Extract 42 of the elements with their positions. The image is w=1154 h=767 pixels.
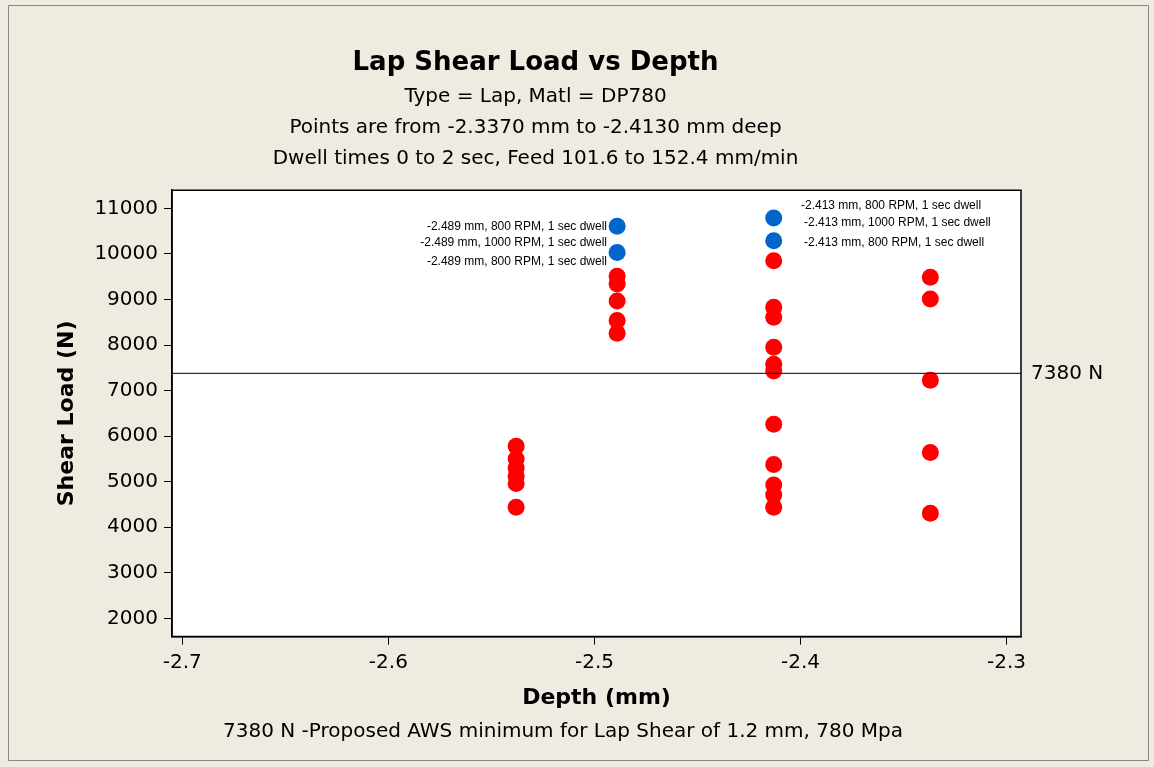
ref-line-label: 7380 N bbox=[1031, 359, 1104, 384]
point bbox=[765, 338, 783, 356]
point bbox=[765, 415, 783, 433]
x-tick-label: -2.6 bbox=[368, 648, 408, 673]
point bbox=[765, 209, 783, 227]
point bbox=[921, 290, 939, 308]
annotation: -2.413 mm, 800 RPM, 1 sec dwell bbox=[801, 198, 982, 213]
y-tick-label: 3000 bbox=[107, 559, 159, 584]
chart-title: Lap Shear Load vs Depth bbox=[352, 46, 719, 77]
point bbox=[921, 504, 939, 522]
point bbox=[507, 498, 525, 516]
y-tick-label: 10000 bbox=[94, 240, 159, 265]
y-tick-label: 9000 bbox=[107, 285, 159, 310]
y-tick-label: 8000 bbox=[107, 331, 159, 356]
point bbox=[765, 252, 783, 270]
annotation: -2.413 mm, 1000 RPM, 1 sec dwell bbox=[804, 215, 991, 230]
point bbox=[921, 371, 939, 389]
annotation: -2.489 mm, 800 RPM, 1 sec dwell bbox=[426, 219, 607, 234]
annotation: -2.489 mm, 800 RPM, 1 sec dwell bbox=[426, 254, 607, 269]
y-tick-label: 7000 bbox=[107, 376, 159, 401]
x-axis-title: Depth (mm) bbox=[522, 683, 671, 709]
y-axis-title: Shear Load (N) bbox=[52, 320, 78, 507]
point bbox=[608, 244, 626, 262]
y-tick-label: 6000 bbox=[107, 422, 159, 447]
chart-subtitle: Type = Lap, Matl = DP780 Points are from -2.3370 mm to -2.4130 mm deep Dwell times 0 to 2 sec, Feed 101.6 to 152.4 mm/min bbox=[272, 82, 799, 169]
y-tick-label: 5000 bbox=[107, 467, 159, 492]
annotation: -2.489 mm, 1000 RPM, 1 sec dwell bbox=[420, 235, 607, 250]
annotation: -2.413 mm, 800 RPM, 1 sec dwell bbox=[804, 235, 985, 250]
point bbox=[921, 444, 939, 462]
y-tick-label: 2000 bbox=[107, 604, 159, 629]
text: 7380 N -Proposed AWS minimum for Lap Shear of 1.2 mm, 780 Mpa bbox=[223, 718, 903, 742]
y-tick-label: 11000 bbox=[94, 194, 159, 219]
point bbox=[765, 232, 783, 250]
point bbox=[921, 268, 939, 286]
x-tick-label: -2.7 bbox=[162, 648, 202, 673]
x-tick-label: -2.5 bbox=[574, 648, 614, 673]
x-tick-label: -2.3 bbox=[987, 648, 1027, 673]
point bbox=[765, 455, 783, 473]
point bbox=[608, 217, 626, 235]
x-tick-label: -2.4 bbox=[781, 648, 821, 673]
y-tick-label: 4000 bbox=[107, 513, 159, 538]
point bbox=[608, 292, 626, 310]
